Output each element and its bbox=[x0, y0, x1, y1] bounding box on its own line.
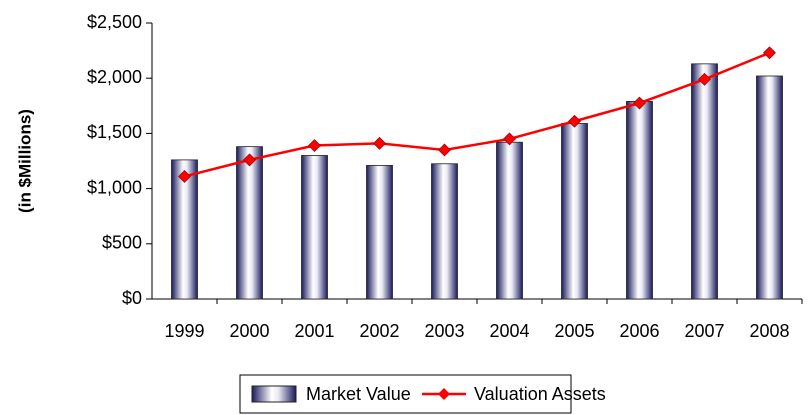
x-tick-label: 2005 bbox=[554, 321, 594, 341]
bar bbox=[171, 159, 198, 300]
bar bbox=[561, 123, 588, 300]
x-tick-label: 2007 bbox=[684, 321, 724, 341]
line-marker bbox=[373, 136, 386, 150]
line-marker bbox=[243, 153, 256, 167]
x-tick-label: 2001 bbox=[294, 321, 334, 341]
bar bbox=[756, 75, 783, 300]
y-tick-label: $2,500 bbox=[87, 12, 142, 32]
line-marker bbox=[438, 143, 451, 157]
x-tick-label: 2003 bbox=[424, 321, 464, 341]
line-marker bbox=[633, 96, 646, 110]
bar bbox=[496, 141, 523, 300]
bar bbox=[626, 100, 653, 300]
y-tick-label: $0 bbox=[122, 288, 142, 308]
x-tick-label: 2008 bbox=[749, 321, 789, 341]
line-marker bbox=[308, 139, 321, 152]
legend-label: Valuation Assets bbox=[474, 384, 606, 404]
line-marker bbox=[698, 72, 711, 86]
y-tick-label: $2,000 bbox=[87, 67, 142, 87]
x-tick-label: 2000 bbox=[229, 321, 269, 341]
x-tick-label: 2002 bbox=[359, 321, 399, 341]
bar bbox=[236, 146, 263, 300]
legend-label: Market Value bbox=[306, 384, 411, 404]
y-tick-label: $500 bbox=[102, 233, 142, 253]
y-tick-label: $1,500 bbox=[87, 122, 142, 142]
line bbox=[184, 51, 770, 178]
bar bbox=[301, 155, 328, 300]
legend-swatch bbox=[251, 385, 297, 403]
line-marker bbox=[568, 114, 581, 128]
legend-marker bbox=[438, 388, 450, 400]
line-marker bbox=[178, 170, 191, 183]
line-marker bbox=[503, 132, 516, 146]
x-tick-label: 1999 bbox=[164, 321, 204, 341]
bar bbox=[431, 163, 458, 300]
line-marker bbox=[763, 46, 776, 60]
y-axis-label: (in $Millions) bbox=[15, 109, 34, 213]
bar bbox=[366, 165, 393, 300]
y-tick-label: $1,000 bbox=[87, 177, 142, 197]
x-tick-label: 2004 bbox=[489, 321, 529, 341]
x-tick-label: 2006 bbox=[619, 321, 659, 341]
bar bbox=[691, 63, 718, 300]
